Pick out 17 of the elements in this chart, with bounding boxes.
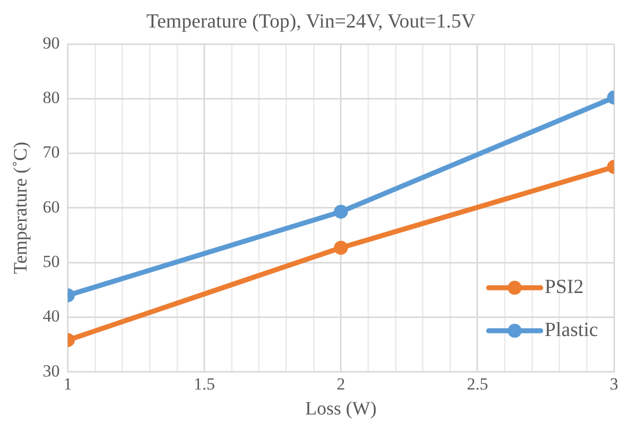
y-tick-label: 80 [42, 88, 60, 108]
x-axis-title: Loss (W) [305, 398, 377, 420]
x-tick-label: 2.5 [466, 374, 488, 394]
y-tick-label: 50 [42, 252, 60, 271]
chart-title: Temperature (Top), Vin=24V, Vout=1.5V [146, 10, 476, 32]
y-tick-label: 30 [42, 361, 60, 380]
y-axis-title: Temperature (˚C) [10, 142, 32, 274]
x-tick-label: 1 [64, 374, 72, 394]
y-tick-label: 40 [42, 306, 60, 326]
x-tick-label: 3 [610, 374, 618, 394]
y-tick-label: 60 [42, 197, 60, 216]
x-tick-label: 1.5 [194, 374, 215, 394]
legend-label: Plastic [544, 319, 598, 342]
x-tick-label: 2 [336, 374, 346, 394]
y-tick-label: 70 [42, 142, 60, 162]
y-tick-label: 90 [42, 33, 60, 52]
legend-label: PSI2 [544, 276, 584, 298]
